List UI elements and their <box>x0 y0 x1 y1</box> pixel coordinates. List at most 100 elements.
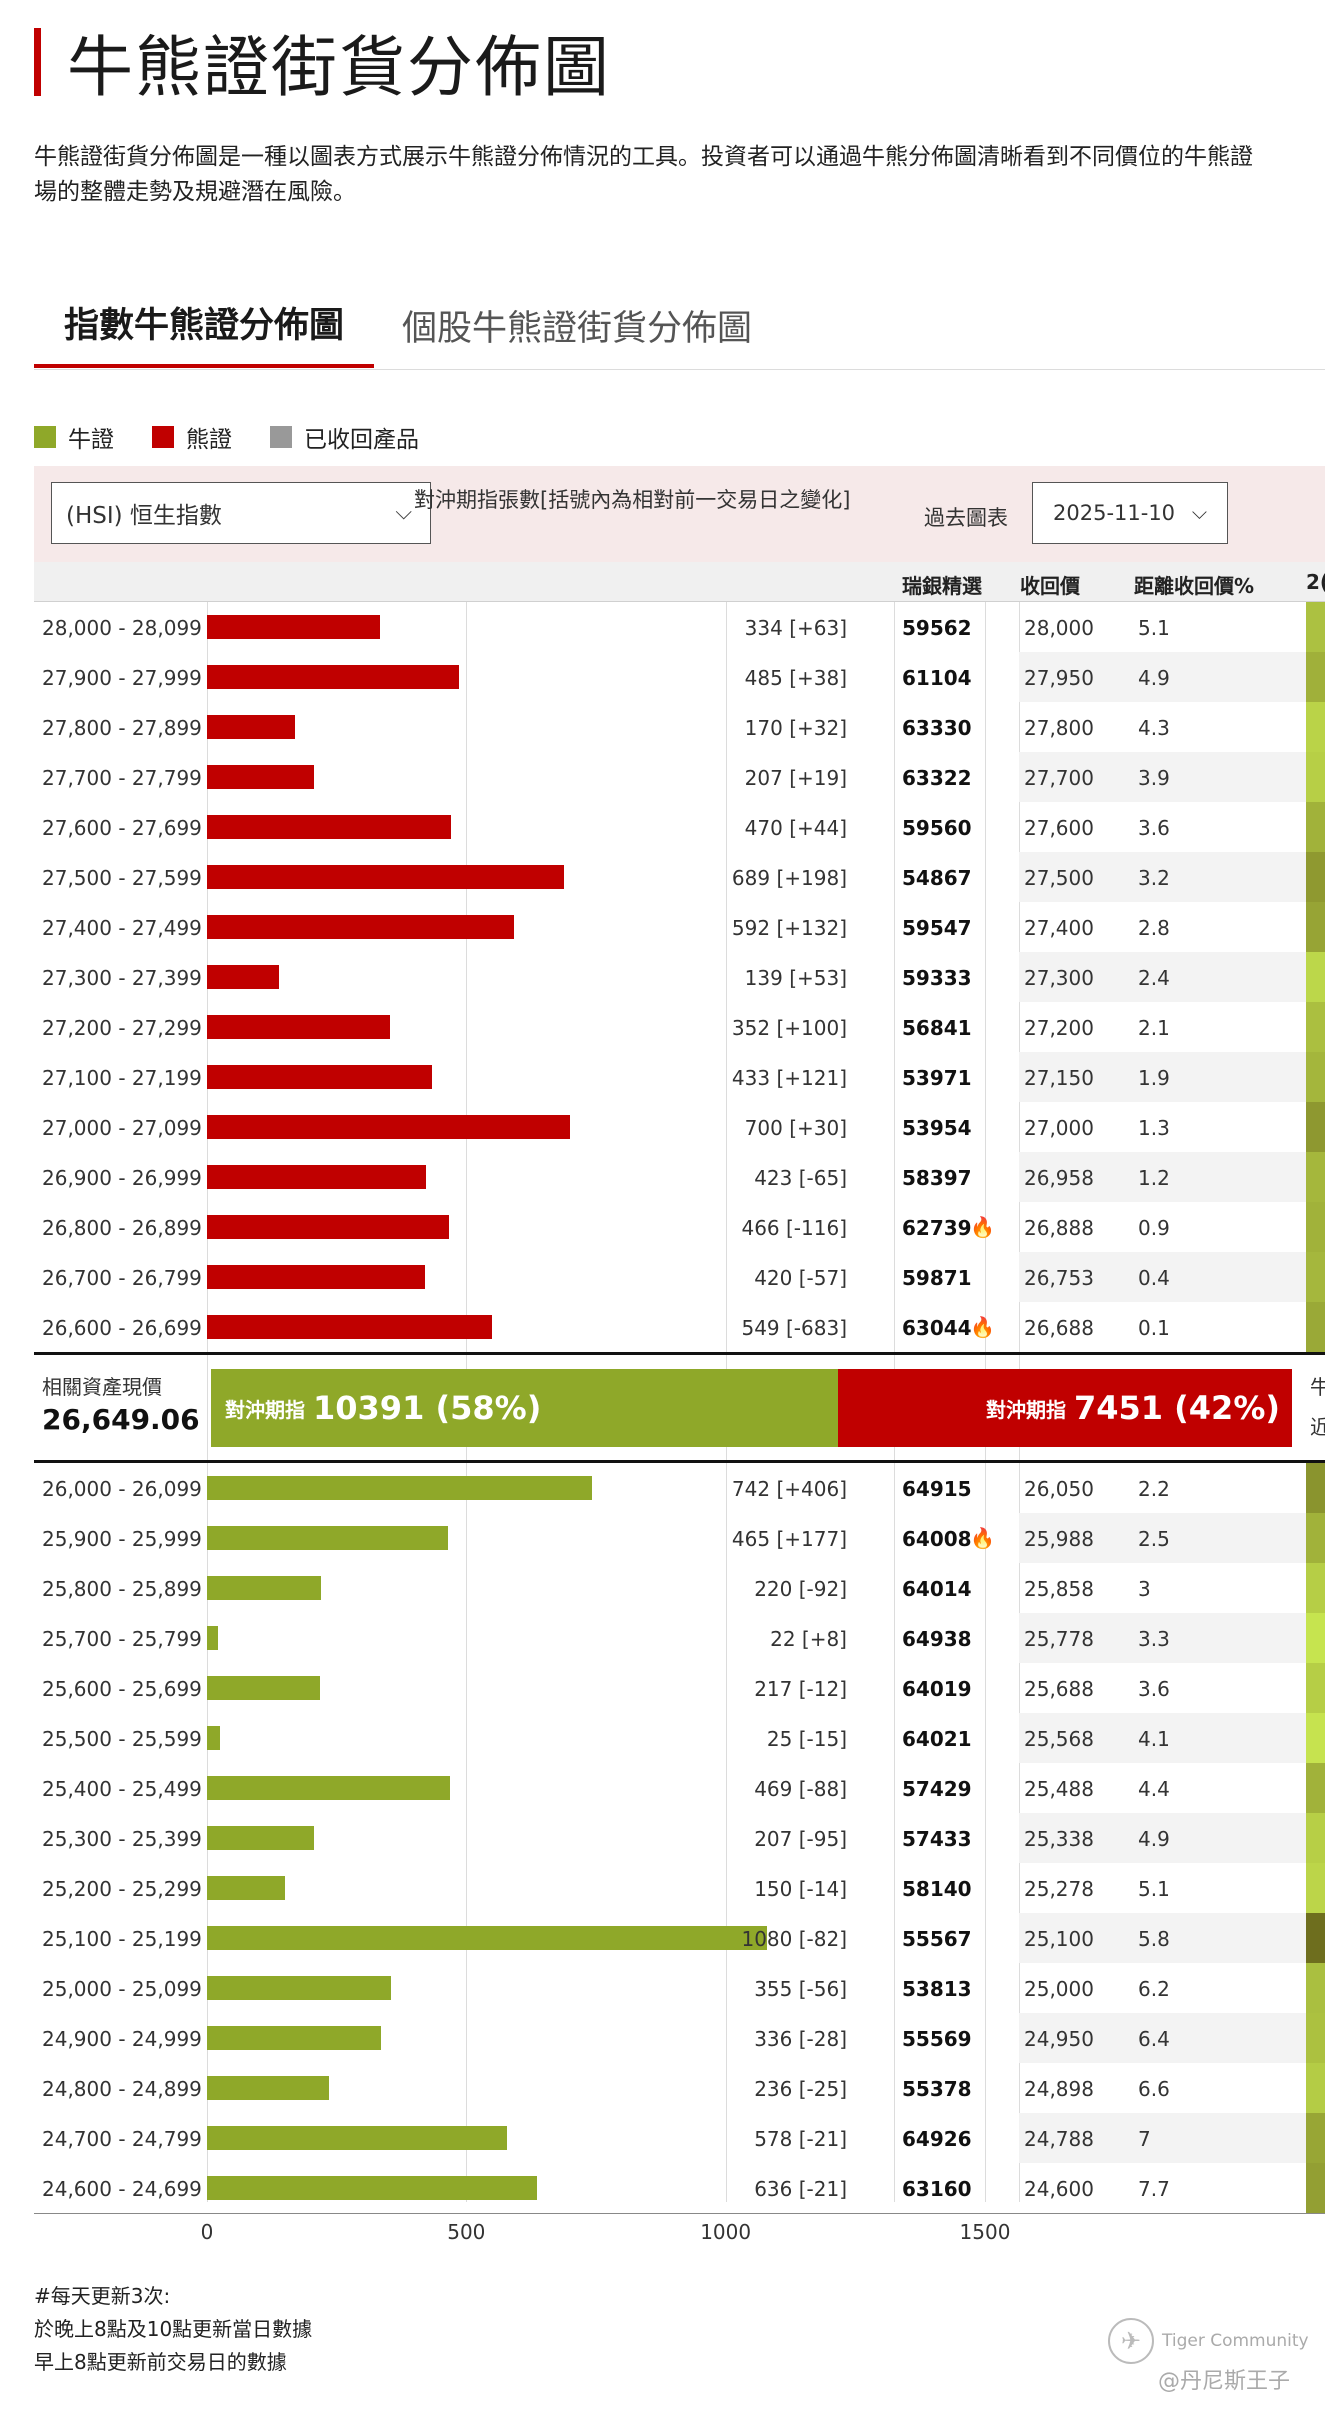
bull-bar[interactable] <box>207 1526 449 1550</box>
bull-hedge-bar[interactable]: 對沖期指 10391 (58%) <box>211 1369 838 1447</box>
recall-price-value: 27,400 <box>1024 916 1094 940</box>
tab-stock-cbbc[interactable]: 個股牛熊證街貨分佈圖 <box>402 308 753 349</box>
table-row: 25,200 - 25,299 150 [-14] 58140 25,278 5.1 <box>34 1863 1325 1913</box>
ubs-code-link[interactable]: 64021 <box>902 1727 972 1751</box>
ubs-code-link[interactable]: 64008 <box>902 1527 972 1551</box>
bear-bar[interactable] <box>207 865 565 889</box>
price-range-label: 25,400 - 25,499 <box>42 1777 202 1801</box>
bull-bar[interactable] <box>207 2176 537 2200</box>
hedge-count-value: 220 [-92] <box>754 1577 847 1601</box>
bear-bar[interactable] <box>207 1115 571 1139</box>
recall-price-value: 26,958 <box>1024 1166 1094 1190</box>
legend-label-bear: 熊證 <box>186 427 232 453</box>
ubs-code-link[interactable]: 53813 <box>902 1977 972 2001</box>
clipped-heat-cell <box>1306 1663 1325 1713</box>
hedge-count-value: 466 [-116] <box>741 1216 847 1240</box>
ubs-code-link[interactable]: 64019 <box>902 1677 972 1701</box>
ubs-code-link[interactable]: 59871 <box>902 1266 972 1290</box>
hedge-count-value: 217 [-12] <box>754 1677 847 1701</box>
bear-bar[interactable] <box>207 965 280 989</box>
ubs-code-link[interactable]: 62739 <box>902 1216 972 1240</box>
bear-bar[interactable] <box>207 715 296 739</box>
filter-bar: (HSI) 恒生指數 ⌵ 對沖期指張數[括號內為相對前一交易日之變化] 過去圖表… <box>34 466 1325 562</box>
ubs-code-link[interactable]: 64926 <box>902 2127 972 2151</box>
bear-bar[interactable] <box>207 815 451 839</box>
bear-bar[interactable] <box>207 1315 492 1339</box>
date-select-value: 2025-11-10 <box>1053 501 1176 525</box>
bear-bar[interactable] <box>207 765 315 789</box>
ubs-code-link[interactable]: 57429 <box>902 1777 972 1801</box>
ubs-code-link[interactable]: 56841 <box>902 1016 972 1040</box>
bear-bar[interactable] <box>207 1015 390 1039</box>
bull-bar[interactable] <box>207 1826 315 1850</box>
ubs-code-link[interactable]: 54867 <box>902 866 972 890</box>
ubs-code-link[interactable]: 53954 <box>902 1116 972 1140</box>
x-tick-label: 1000 <box>700 2220 752 2244</box>
table-row: 25,600 - 25,699 217 [-12] 64019 25,688 3.6 <box>34 1663 1325 1713</box>
bull-bar[interactable] <box>207 1476 592 1500</box>
distance-percent-value: 3 <box>1138 1577 1151 1601</box>
recall-price-value: 24,600 <box>1024 2177 1094 2201</box>
tab-index-cbbc[interactable]: 指數牛熊證分佈圖 <box>34 280 374 368</box>
ubs-code-link[interactable]: 59562 <box>902 616 972 640</box>
bull-bar[interactable] <box>207 2126 507 2150</box>
bull-bar[interactable] <box>207 2076 330 2100</box>
bull-bar[interactable] <box>207 2026 382 2050</box>
bull-bar[interactable] <box>207 1776 451 1800</box>
bear-bar[interactable] <box>207 1065 432 1089</box>
bear-bar[interactable] <box>207 1265 425 1289</box>
index-select[interactable]: (HSI) 恒生指數 ⌵ <box>51 482 431 544</box>
table-row: 24,900 - 24,999 336 [-28] 55569 24,950 6.4 <box>34 2013 1325 2063</box>
price-range-label: 27,400 - 27,499 <box>42 916 202 940</box>
ubs-code-link[interactable]: 58397 <box>902 1166 972 1190</box>
bull-bar[interactable] <box>207 1926 768 1950</box>
fire-icon: 🔥 <box>970 1215 995 1239</box>
ubs-code-link[interactable]: 63044 <box>902 1316 972 1340</box>
bear-bar[interactable] <box>207 615 381 639</box>
bull-bar[interactable] <box>207 1976 392 2000</box>
index-select-value: (HSI) 恒生指數 <box>66 503 222 529</box>
ubs-code-link[interactable]: 59333 <box>902 966 972 990</box>
ubs-code-link[interactable]: 64014 <box>902 1577 972 1601</box>
bear-hedge-bar[interactable]: 對沖期指 7451 (42%) <box>838 1369 1292 1447</box>
ubs-code-link[interactable]: 55378 <box>902 2077 972 2101</box>
spot-separator-top <box>34 1352 1325 1355</box>
bull-bar[interactable] <box>207 1676 320 1700</box>
ubs-code-link[interactable]: 59547 <box>902 916 972 940</box>
ubs-code-link[interactable]: 64938 <box>902 1627 972 1651</box>
clipped-heat-cell <box>1306 1513 1325 1563</box>
distance-percent-value: 5.8 <box>1138 1927 1170 1951</box>
bear-bar[interactable] <box>207 1215 449 1239</box>
table-row: 26,700 - 26,799 420 [-57] 59871 26,753 0.4 <box>34 1252 1325 1302</box>
bull-bar[interactable] <box>207 1576 322 1600</box>
hedge-count-value: 469 [-88] <box>754 1777 847 1801</box>
distance-percent-value: 0.1 <box>1138 1316 1170 1340</box>
clipped-heat-cell <box>1306 752 1325 802</box>
ubs-code-link[interactable]: 63160 <box>902 2177 972 2201</box>
bear-bar[interactable] <box>207 1165 427 1189</box>
row-background <box>1019 752 1306 802</box>
clipped-heat-cell <box>1306 852 1325 902</box>
ubs-code-link[interactable]: 63322 <box>902 766 972 790</box>
bull-bar[interactable] <box>207 1726 220 1750</box>
distance-percent-value: 3.2 <box>1138 866 1170 890</box>
ubs-code-link[interactable]: 61104 <box>902 666 972 690</box>
bear-bar[interactable] <box>207 915 515 939</box>
ubs-code-link[interactable]: 57433 <box>902 1827 972 1851</box>
table-row: 27,000 - 27,099 700 [+30] 53954 27,000 1.3 <box>34 1102 1325 1152</box>
legend: 牛證 熊證 已收回產品 <box>34 420 457 454</box>
ubs-code-link[interactable]: 59560 <box>902 816 972 840</box>
bear-bar[interactable] <box>207 665 459 689</box>
ubs-code-link[interactable]: 58140 <box>902 1877 972 1901</box>
ubs-code-link[interactable]: 64915 <box>902 1477 972 1501</box>
ubs-code-link[interactable]: 55567 <box>902 1927 972 1951</box>
date-select[interactable]: 2025-11-10 ⌵ <box>1032 482 1228 544</box>
recall-price-value: 25,338 <box>1024 1827 1094 1851</box>
bull-bar[interactable] <box>207 1626 219 1650</box>
column-header-clipped: 2( <box>1306 570 1325 594</box>
bull-bar[interactable] <box>207 1876 285 1900</box>
ubs-code-link[interactable]: 55569 <box>902 2027 972 2051</box>
bear-hedge-value: 7451 (42%) <box>1073 1389 1280 1427</box>
ubs-code-link[interactable]: 63330 <box>902 716 972 740</box>
ubs-code-link[interactable]: 53971 <box>902 1066 972 1090</box>
